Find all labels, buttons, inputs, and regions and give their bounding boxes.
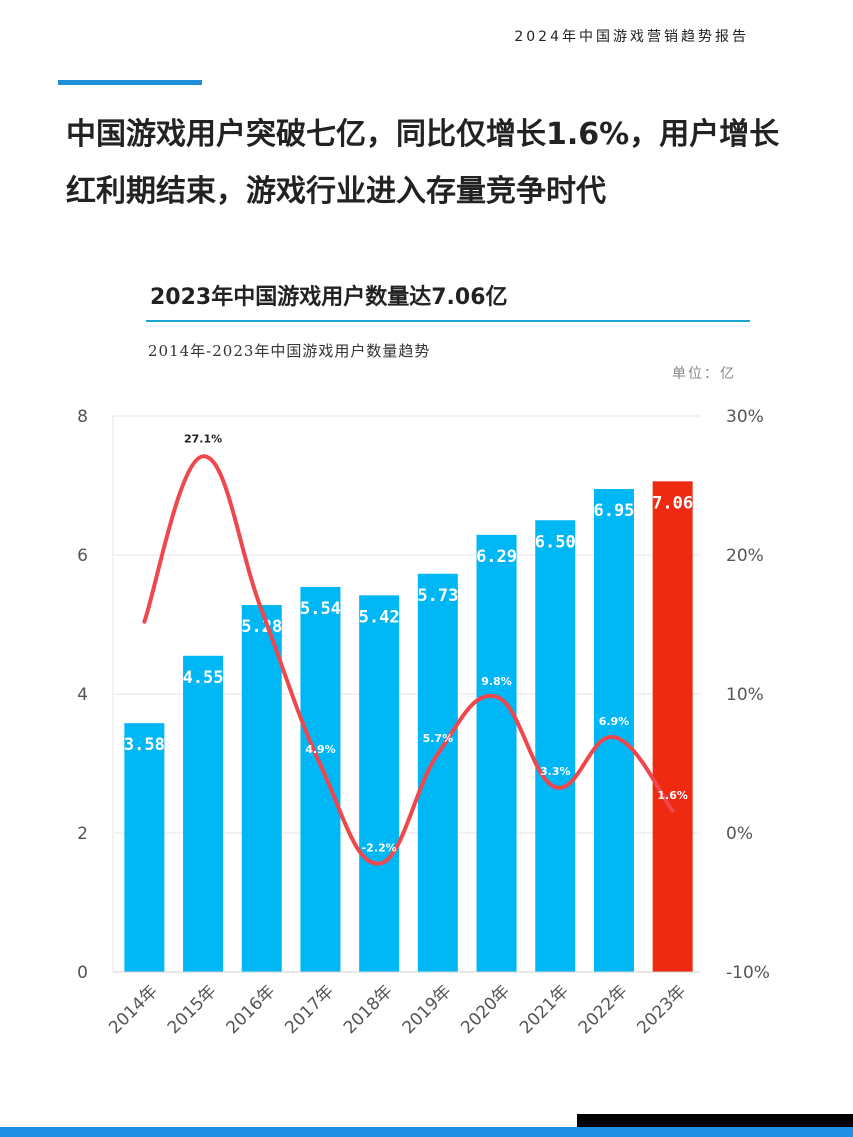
growth-rate-label: 4.9% [305,743,336,756]
headline: 中国游戏用户突破七亿，同比仅增长1.6%，用户增长红利期结束，游戏行业进入存量竞… [66,117,780,209]
bar-value-label: 5.42 [359,607,400,627]
bar [652,481,693,972]
bar [183,655,224,972]
y2-tick-label: 0% [726,824,753,844]
y-tick-label: 0 [77,963,88,983]
x-category-label: 2015年 [164,981,221,1038]
growth-rate-label: 3.3% [540,765,571,778]
bar-value-label: 3.58 [124,735,165,755]
bar [476,534,517,972]
bar-value-label: 5.73 [417,586,458,606]
x-category-label: 2017年 [281,981,338,1038]
growth-rate-label: 1.6% [657,789,688,802]
x-category-label: 2019年 [399,981,456,1038]
growth-rate-label: 27.1% [184,432,222,445]
report-title: 2024年中国游戏营销趋势报告 [514,29,749,45]
bar [300,586,341,972]
footer-blue-bar [0,1127,853,1137]
y-tick-label: 6 [77,546,88,566]
y2-tick-label: 20% [726,546,764,566]
bar-value-label: 7.06 [652,493,693,513]
title-divider [146,320,750,322]
growth-rate-label: 6.9% [599,715,630,728]
bar [417,573,458,972]
bar [359,595,400,972]
y-tick-label: 8 [77,407,88,427]
y-tick-label: 2 [77,824,88,844]
footer-black-bar [577,1114,853,1127]
unit-label: 单位：亿 [672,366,736,382]
bar-value-label: 6.50 [535,532,576,552]
chart-subtitle: 2014年-2023年中国游戏用户数量趋势 [148,342,431,360]
x-category-label: 2023年 [633,981,690,1038]
x-category-label: 2018年 [340,981,397,1038]
y2-tick-label: 10% [726,685,764,705]
bar [535,520,576,972]
x-category-label: 2021年 [516,981,573,1038]
bar-value-label: 4.55 [183,668,224,688]
bar-value-label: 6.95 [593,501,634,521]
bar [241,605,282,972]
bar [124,723,165,972]
growth-rate-label: 5.7% [423,732,454,745]
growth-rate-label: 9.8% [481,675,512,688]
y-tick-label: 4 [77,685,88,705]
y2-tick-label: 30% [726,407,764,427]
x-category-label: 2016年 [223,981,280,1038]
chart-title: 2023年中国游戏用户数量达7.06亿 [150,285,508,310]
x-category-label: 2014年 [105,981,162,1038]
bar-value-label: 5.54 [300,599,341,619]
x-category-label: 2022年 [575,981,632,1038]
accent-bar [58,80,202,85]
y2-tick-label: -10% [726,963,770,983]
bar-value-label: 6.29 [476,547,517,567]
x-category-label: 2020年 [457,981,514,1038]
growth-rate-label: -2.2% [362,842,397,855]
bar-value-label: 5.28 [241,617,282,637]
growth-rate-line [142,454,675,866]
bar [593,488,634,972]
